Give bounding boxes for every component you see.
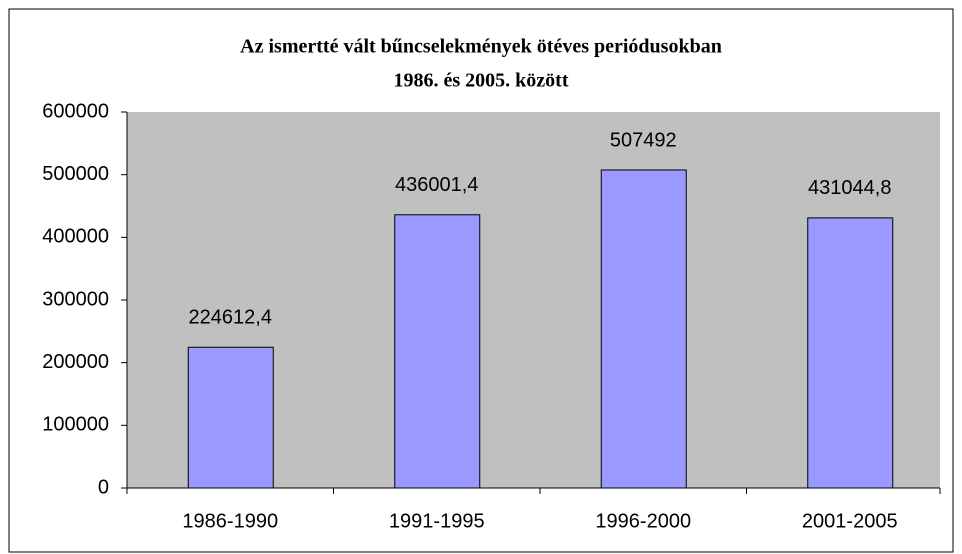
value-label: 507492 — [610, 129, 677, 151]
bar — [394, 214, 481, 489]
y-tick-label: 100000 — [42, 414, 109, 436]
x-tick-label: 2001-2005 — [802, 510, 898, 532]
y-tick-label: 200000 — [42, 351, 109, 373]
x-tick-label: 1996-2000 — [595, 510, 691, 532]
chart-title: Az ismertté vált bűncselekmények ötéves … — [240, 36, 722, 58]
bar — [187, 346, 274, 489]
x-tick-label: 1991-1995 — [389, 510, 485, 532]
x-tick-label: 1986-1990 — [182, 510, 278, 532]
y-tick-label: 600000 — [42, 100, 109, 122]
value-label: 431044,8 — [808, 177, 891, 199]
value-label: 436001,4 — [395, 174, 478, 196]
y-tick-label: 400000 — [42, 226, 109, 248]
y-tick-label: 500000 — [42, 163, 109, 185]
y-tick-label: 0 — [98, 476, 109, 498]
chart-subtitle: 1986. és 2005. között — [394, 70, 569, 92]
bar — [600, 169, 687, 489]
y-tick-label: 300000 — [42, 288, 109, 310]
bar — [807, 217, 894, 489]
value-label: 224612,4 — [189, 307, 272, 329]
